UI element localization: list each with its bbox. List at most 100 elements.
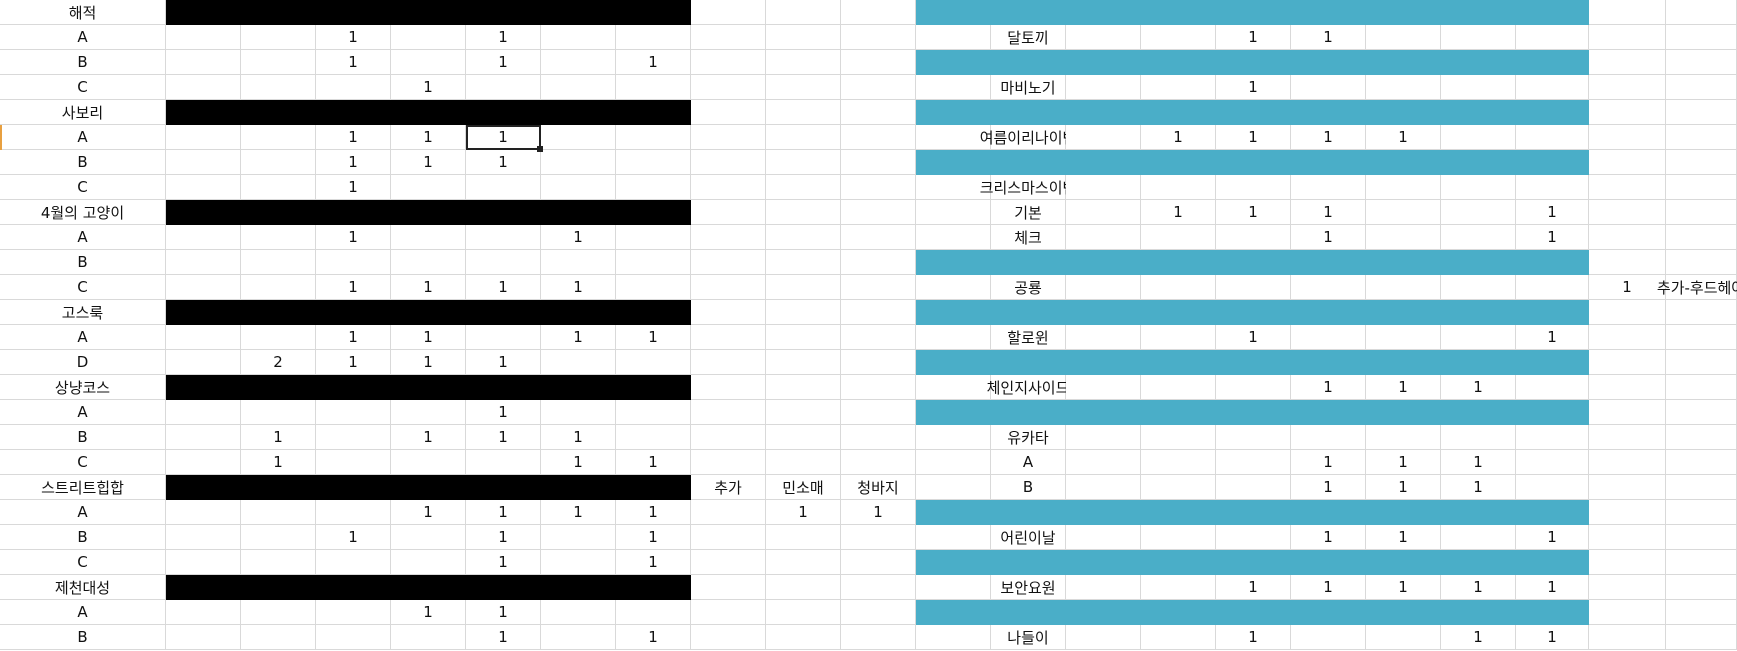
value-cell[interactable]: 청바지 [841, 475, 916, 500]
cell[interactable] [1366, 425, 1441, 450]
cell[interactable] [1141, 525, 1216, 550]
value-cell[interactable]: 1 [1216, 125, 1291, 150]
teal-band-cell[interactable] [1066, 600, 1141, 625]
cell[interactable] [166, 450, 241, 475]
value-cell[interactable]: 1 [1216, 325, 1291, 350]
cell[interactable] [841, 425, 916, 450]
cell[interactable] [241, 325, 316, 350]
teal-band-cell[interactable] [916, 300, 991, 325]
black-band-cell[interactable] [241, 300, 316, 325]
cell[interactable] [1666, 250, 1737, 275]
teal-band-cell[interactable] [1366, 50, 1441, 75]
cell[interactable] [1589, 425, 1666, 450]
cell[interactable] [1441, 175, 1516, 200]
teal-band-cell[interactable] [1216, 250, 1291, 275]
cell[interactable] [166, 250, 241, 275]
row-label-cell[interactable]: 보안요원 [991, 575, 1066, 600]
cell[interactable] [541, 525, 616, 550]
black-band-cell[interactable] [316, 375, 391, 400]
cell[interactable] [166, 600, 241, 625]
cell[interactable] [1066, 125, 1141, 150]
value-cell[interactable]: 1 [391, 150, 466, 175]
black-band-cell[interactable] [541, 300, 616, 325]
black-band-cell[interactable] [241, 100, 316, 125]
cell[interactable] [616, 250, 691, 275]
cell[interactable] [766, 625, 841, 650]
cell[interactable] [1666, 300, 1737, 325]
value-cell[interactable]: 1 [616, 525, 691, 550]
group-header-cell[interactable]: 해적 [0, 0, 166, 25]
teal-band-cell[interactable] [1066, 50, 1141, 75]
cell[interactable] [166, 550, 241, 575]
value-cell[interactable]: 1 [466, 50, 541, 75]
cell[interactable] [316, 425, 391, 450]
cell[interactable] [1141, 25, 1216, 50]
cell[interactable] [766, 375, 841, 400]
black-band-cell[interactable] [316, 200, 391, 225]
cell[interactable] [1141, 175, 1216, 200]
cell[interactable] [241, 125, 316, 150]
fill-handle[interactable] [537, 146, 543, 152]
value-cell[interactable]: 1 [391, 275, 466, 300]
value-cell[interactable]: 1 [1516, 200, 1589, 225]
value-cell[interactable]: 1 [1291, 575, 1366, 600]
cell[interactable] [766, 0, 841, 25]
cell[interactable] [1366, 175, 1441, 200]
value-cell[interactable]: 1 [1291, 475, 1366, 500]
value-cell[interactable]: 1 [1291, 450, 1366, 475]
cell[interactable] [766, 25, 841, 50]
cell[interactable] [841, 225, 916, 250]
black-band-cell[interactable] [316, 475, 391, 500]
teal-band-cell[interactable] [991, 550, 1066, 575]
black-band-cell[interactable] [541, 0, 616, 25]
cell[interactable] [166, 500, 241, 525]
cell[interactable] [166, 325, 241, 350]
teal-band-cell[interactable] [1066, 300, 1141, 325]
cell[interactable] [1589, 25, 1666, 50]
teal-band-cell[interactable] [1516, 500, 1589, 525]
cell[interactable] [1666, 600, 1737, 625]
cell[interactable] [1516, 275, 1589, 300]
cell[interactable] [166, 75, 241, 100]
cell[interactable] [691, 500, 766, 525]
cell[interactable] [166, 175, 241, 200]
cell[interactable] [841, 525, 916, 550]
cell[interactable] [1589, 50, 1666, 75]
cell[interactable] [841, 200, 916, 225]
cell[interactable] [916, 175, 991, 200]
cell[interactable] [1291, 75, 1366, 100]
cell[interactable] [241, 75, 316, 100]
row-label-cell[interactable]: 나들이 [991, 625, 1066, 650]
cell[interactable] [316, 400, 391, 425]
cell[interactable] [1441, 525, 1516, 550]
black-band-cell[interactable] [466, 100, 541, 125]
value-cell[interactable]: 1 [616, 550, 691, 575]
black-band-cell[interactable] [466, 200, 541, 225]
value-cell[interactable]: 1 [391, 600, 466, 625]
teal-band-cell[interactable] [1441, 250, 1516, 275]
cell[interactable] [541, 400, 616, 425]
cell[interactable] [616, 150, 691, 175]
cell[interactable] [1516, 125, 1589, 150]
cell[interactable] [241, 25, 316, 50]
cell[interactable] [766, 75, 841, 100]
cell[interactable] [916, 375, 991, 400]
cell[interactable] [766, 50, 841, 75]
cell[interactable] [1366, 75, 1441, 100]
cell[interactable] [766, 175, 841, 200]
cell[interactable] [166, 225, 241, 250]
cell[interactable] [1589, 375, 1666, 400]
cell[interactable] [241, 525, 316, 550]
teal-band-cell[interactable] [1216, 550, 1291, 575]
cell[interactable] [241, 150, 316, 175]
teal-band-cell[interactable] [1441, 0, 1516, 25]
selected-cell[interactable]: 1 [466, 125, 541, 150]
row-label-cell[interactable]: B [0, 150, 166, 175]
cell[interactable] [691, 450, 766, 475]
teal-band-cell[interactable] [1141, 100, 1216, 125]
cell[interactable] [916, 75, 991, 100]
cell[interactable] [916, 325, 991, 350]
cell[interactable] [166, 350, 241, 375]
cell[interactable] [841, 375, 916, 400]
value-cell[interactable]: 1 [1441, 450, 1516, 475]
